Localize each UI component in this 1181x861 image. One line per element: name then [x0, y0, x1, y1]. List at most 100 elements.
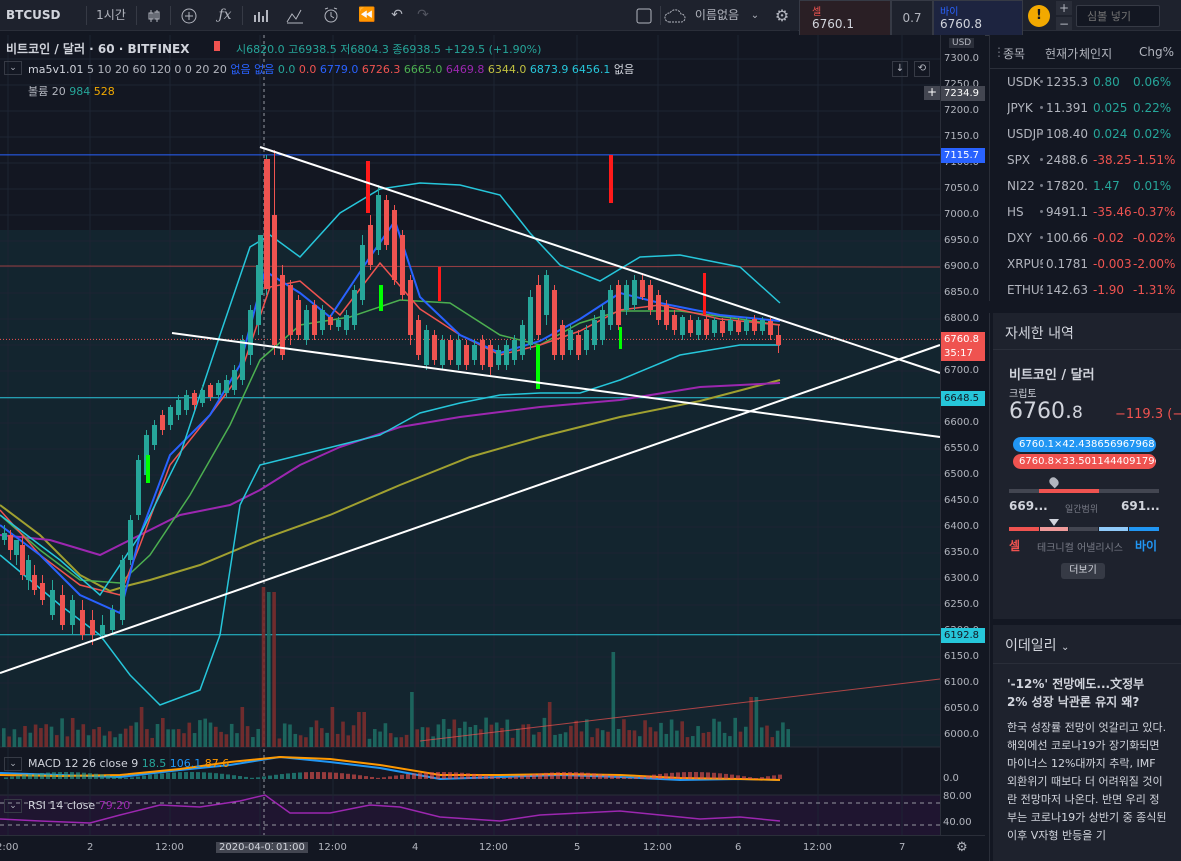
- volume-bar: [251, 737, 255, 747]
- macd-histogram-bar: [472, 773, 476, 779]
- macd-histogram-bar: [184, 772, 188, 779]
- candle-body: [384, 200, 389, 245]
- ta-sell-label: 셀: [1009, 539, 1021, 553]
- news-source[interactable]: 이데일리 ⌄: [1005, 635, 1069, 655]
- refresh-icon[interactable]: ⟲: [914, 61, 930, 77]
- macd-histogram-bar: [76, 772, 80, 779]
- candle-body: [80, 610, 85, 635]
- menu-icon[interactable]: ⋮: [993, 45, 1005, 59]
- volume-bar: [388, 733, 393, 747]
- volume-bar: [516, 728, 520, 747]
- volume-bar: [214, 726, 218, 747]
- symbol-search-input[interactable]: [1076, 5, 1160, 27]
- watchlist-row[interactable]: USDK 1235.3 0.80 0.06%: [989, 69, 1181, 95]
- watchlist-row[interactable]: NI22 17820. 1.47 0.01%: [989, 173, 1181, 199]
- col-symbol[interactable]: 종목: [1003, 47, 1026, 61]
- macd-histogram-bar: [658, 773, 662, 779]
- candle-body: [20, 545, 25, 575]
- macd-histogram-bar: [586, 772, 590, 779]
- time-tick: 12:00: [479, 842, 508, 853]
- minus-icon[interactable]: −: [1056, 17, 1072, 31]
- chevron-down-icon[interactable]: ⌄: [750, 10, 760, 21]
- watchlist-row[interactable]: XRPUS0.1781 -0.003-2.00%: [989, 251, 1181, 277]
- candle-body: [528, 297, 533, 345]
- watchlist-row[interactable]: SPX 2488.6 -38.25 -1.51%: [989, 147, 1181, 173]
- candle-body: [136, 460, 141, 515]
- volume-bar: [134, 722, 139, 747]
- price-tick: 6850.0: [944, 287, 979, 298]
- more-button[interactable]: 더보기: [1061, 563, 1105, 579]
- add-alert-plus-icon[interactable]: +: [924, 86, 940, 100]
- price-chart[interactable]: [0, 35, 985, 861]
- col-change[interactable]: 체인지: [1079, 47, 1113, 61]
- macd-histogram-bar: [436, 772, 440, 779]
- col-chg-pct[interactable]: Chg%: [1139, 45, 1175, 59]
- volume-bar: [267, 592, 271, 747]
- volume-bar: [553, 734, 557, 747]
- news-headline[interactable]: '-12%' 전망에도...文정부 2% 성장 낙관론 유지 왜?: [1007, 677, 1145, 709]
- interval-button[interactable]: 1시간: [96, 8, 126, 22]
- watchlist-row[interactable]: HS 9491.1 -35.46 -0.37%: [989, 199, 1181, 225]
- indicators-icon[interactable]: ƒx: [218, 7, 232, 23]
- templates-icon[interactable]: [248, 0, 274, 31]
- watchlist-row[interactable]: USDJP 108.40 0.024 0.02%: [989, 121, 1181, 147]
- layout-name[interactable]: 이름없음: [694, 8, 740, 22]
- col-price[interactable]: 현재가: [1045, 47, 1079, 61]
- fullscreen-box-icon[interactable]: [632, 0, 656, 31]
- macd-histogram-bar: [208, 772, 212, 779]
- candle-body: [312, 305, 317, 335]
- gear-icon[interactable]: ⚙: [774, 6, 790, 25]
- candle-body: [616, 285, 621, 325]
- candle-body: [416, 320, 421, 355]
- watchlist-change: 0.024: [1093, 127, 1128, 141]
- volume-bar: [314, 720, 319, 747]
- volume-bar: [288, 724, 292, 747]
- watchlist-price: 9491.1: [1046, 205, 1088, 219]
- symbol-button[interactable]: BTCUSD: [6, 8, 61, 22]
- volume-bar: [123, 728, 128, 747]
- volume-bar: [346, 735, 351, 747]
- gear-axis-icon[interactable]: ⚙: [956, 840, 968, 855]
- time-tick: 12:00: [803, 842, 832, 853]
- macd-histogram-bar: [316, 772, 320, 779]
- collapse-legend-icon[interactable]: ⌄: [4, 61, 22, 75]
- redo-icon[interactable]: ↷: [417, 7, 429, 23]
- candle-body: [568, 330, 573, 350]
- volume-bar: [161, 717, 165, 747]
- volume-bar: [272, 592, 276, 747]
- volume-bar: [76, 729, 80, 747]
- macd-histogram-bar: [622, 777, 626, 779]
- details-panel: 자세한 내역 비트코인 / 달러 크립토 6760.8 −119.3 (−1 6…: [993, 313, 1181, 619]
- plus-icon[interactable]: +: [1056, 1, 1072, 15]
- candle-body: [552, 290, 557, 355]
- watchlist-pct: -1.31%: [1133, 283, 1176, 297]
- collapse-macd-icon[interactable]: ⌄: [4, 757, 22, 771]
- collapse-rsi-icon[interactable]: ⌄: [4, 799, 22, 813]
- watchlist-change: 1.47: [1093, 179, 1120, 193]
- watchlist-pct: 0.06%: [1133, 75, 1172, 89]
- alert-clock-icon[interactable]: [318, 0, 344, 31]
- volume-bar: [351, 725, 356, 747]
- buy-button[interactable]: 바이 6760.8: [933, 0, 1023, 36]
- watchlist-row[interactable]: DXY 100.66 -0.02 -0.02%: [989, 225, 1181, 251]
- compare-add-icon[interactable]: [176, 0, 202, 31]
- candle-body: [224, 380, 229, 393]
- rsi-axis-tick-40: 40.00: [943, 817, 972, 828]
- volume-bar: [166, 729, 170, 747]
- watchlist-row[interactable]: ETHUS142.63 -1.90 -1.31%: [989, 277, 1181, 303]
- candle-body: [728, 320, 733, 331]
- chart-area[interactable]: 비트코인 / 달러 · 60 · BITFINEX 시6820.0 고6938.…: [0, 35, 985, 861]
- volume-value-1: 984: [69, 85, 91, 98]
- replay-icon[interactable]: ⏪: [358, 7, 376, 23]
- sell-button[interactable]: 셀 6760.1: [799, 0, 891, 36]
- price-tick: 7200.0: [944, 105, 979, 116]
- volume-bar: [463, 721, 467, 747]
- watchlist-row[interactable]: JPYK 11.391 0.025 0.22%: [989, 95, 1181, 121]
- price-axis[interactable]: USD 7300.07250.07200.07150.07100.07050.0…: [940, 35, 985, 861]
- info-icon[interactable]: !: [1028, 5, 1050, 27]
- chart-type-icon[interactable]: [142, 0, 168, 31]
- undo-icon[interactable]: ↶: [391, 7, 403, 23]
- drawing-template-icon[interactable]: [282, 0, 308, 31]
- arrow-down-icon[interactable]: ↓: [892, 61, 908, 77]
